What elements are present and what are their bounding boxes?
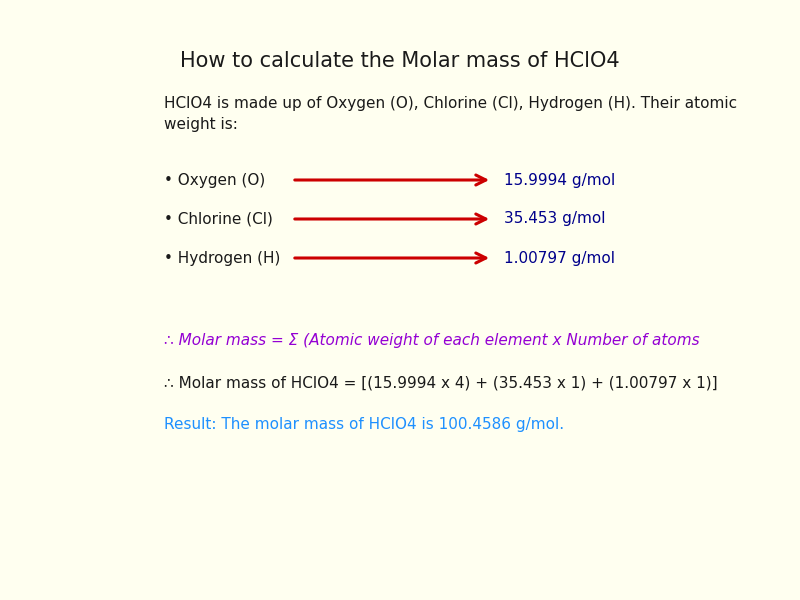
Text: ∴ Molar mass of HClO4 = [(15.9994 x 4) + (35.453 x 1) + (1.00797 x 1)]: ∴ Molar mass of HClO4 = [(15.9994 x 4) +… <box>164 375 718 390</box>
Text: • Hydrogen (H): • Hydrogen (H) <box>164 251 280 265</box>
Text: ∴ Molar mass = Σ (Atomic weight of each element x Number of atoms: ∴ Molar mass = Σ (Atomic weight of each … <box>164 333 700 348</box>
Text: 35.453 g/mol: 35.453 g/mol <box>504 211 606 226</box>
Text: 15.9994 g/mol: 15.9994 g/mol <box>504 173 615 187</box>
Text: HClO4 is made up of Oxygen (O), Chlorine (Cl), Hydrogen (H). Their atomic: HClO4 is made up of Oxygen (O), Chlorine… <box>164 96 737 111</box>
Text: • Oxygen (O): • Oxygen (O) <box>164 173 266 187</box>
Text: How to calculate the Molar mass of HClO4: How to calculate the Molar mass of HClO4 <box>180 51 620 71</box>
Text: Result: The molar mass of HClO4 is 100.4586 g/mol.: Result: The molar mass of HClO4 is 100.4… <box>164 417 564 432</box>
Text: • Chlorine (Cl): • Chlorine (Cl) <box>164 211 273 226</box>
Text: weight is:: weight is: <box>164 117 238 132</box>
Text: 1.00797 g/mol: 1.00797 g/mol <box>504 251 615 265</box>
